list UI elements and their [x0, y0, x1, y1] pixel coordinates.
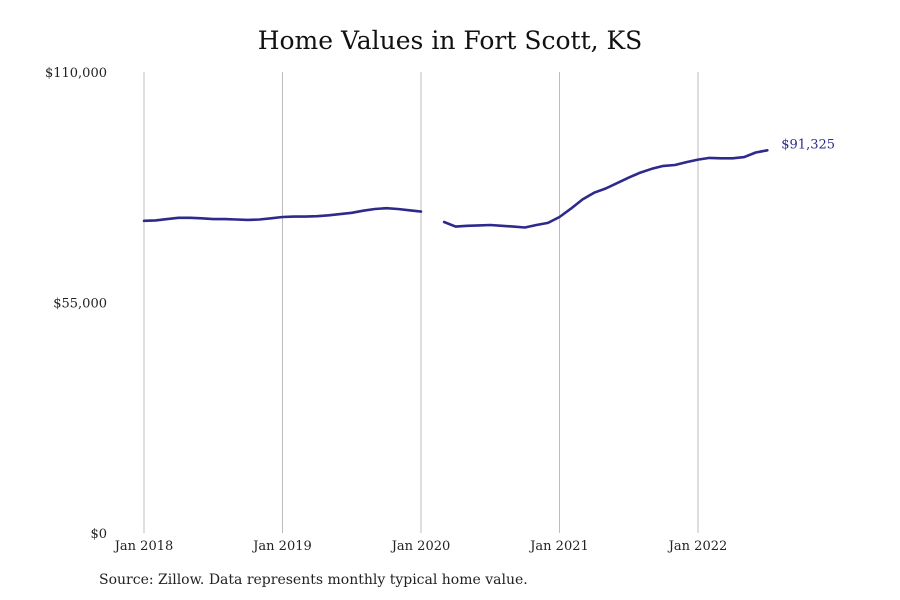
source-note: Source: Zillow. Data represents monthly … — [99, 572, 528, 588]
y-tick-label: $0 — [90, 527, 107, 542]
x-axis-ticks: Jan 2018 Jan 2019 Jan 2020 Jan 2021 Jan 2022 — [113, 539, 728, 554]
home-value-line-segment — [442, 149, 769, 229]
x-tick-label: Jan 2019 — [251, 539, 312, 554]
gridlines — [143, 72, 699, 533]
y-tick-label: $55,000 — [53, 297, 107, 312]
end-value-label: $91,325 — [781, 137, 835, 152]
home-value-line-segment — [142, 206, 423, 223]
y-axis-ticks: $0 $55,000 $110,000 — [45, 66, 107, 542]
x-tick-label: Jan 2021 — [528, 539, 589, 554]
y-tick-label: $110,000 — [45, 66, 107, 81]
chart-title: Home Values in Fort Scott, KS — [257, 26, 643, 55]
x-tick-label: Jan 2022 — [667, 539, 728, 554]
series-lines — [142, 149, 769, 229]
x-tick-label: Jan 2020 — [390, 539, 451, 554]
x-tick-label: Jan 2018 — [113, 539, 174, 554]
